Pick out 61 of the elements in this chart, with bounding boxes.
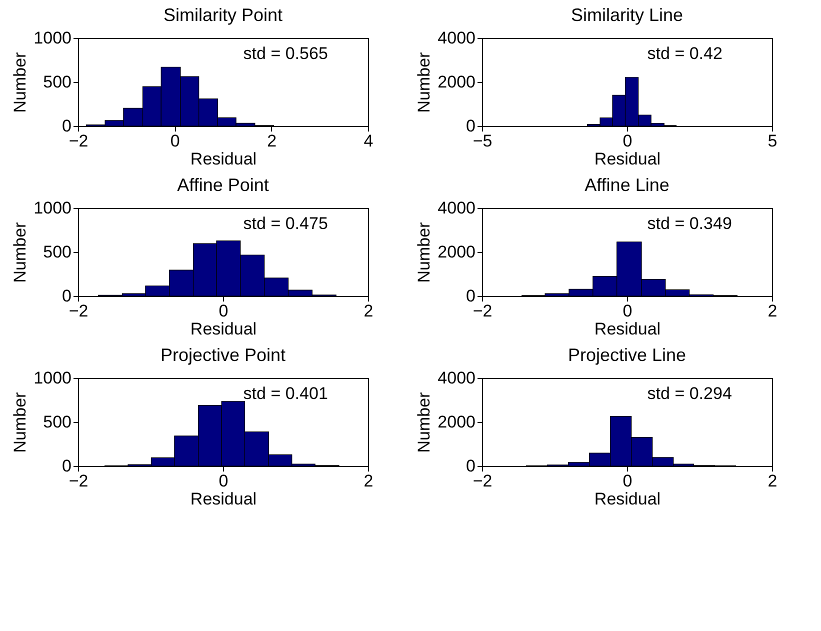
y-tick-label: 0: [62, 286, 72, 306]
x-axis-title: Residual: [594, 150, 661, 168]
x-tick-label: 0: [622, 472, 632, 490]
y-axis-title: Number: [414, 392, 434, 453]
y-axis-title: Number: [414, 52, 434, 113]
y-tick-label: 1000: [34, 198, 72, 218]
x-tick-label: 0: [218, 472, 228, 490]
y-tick-label: 0: [62, 116, 72, 136]
annotation: std = 0.349: [647, 214, 732, 233]
y-tick-label: 0: [466, 286, 476, 306]
y-tick-label: 500: [43, 412, 72, 432]
x-tick-label: 4: [364, 132, 374, 150]
y-tick-label: 500: [43, 72, 72, 92]
y-tick-label: 0: [466, 116, 476, 136]
x-tick-label: 0: [218, 302, 228, 320]
x-tick-label: −2: [68, 472, 88, 490]
y-axis-title: Number: [414, 222, 434, 283]
x-tick-label: 2: [364, 302, 374, 320]
x-axis-title: Residual: [190, 150, 257, 168]
chart-title: Projective Point: [160, 345, 286, 365]
x-axis-title: Residual: [190, 490, 257, 508]
y-tick-label: 2000: [438, 412, 476, 432]
x-tick-label: −5: [472, 132, 492, 150]
x-tick-label: −2: [68, 302, 88, 320]
y-tick-label: 0: [466, 456, 476, 476]
x-axis-title: Residual: [190, 320, 257, 338]
x-tick-label: 2: [364, 472, 374, 490]
x-tick-label: 2: [768, 302, 778, 320]
x-tick-label: −2: [472, 302, 492, 320]
y-tick-label: 2000: [438, 72, 476, 92]
annotation: std = 0.42: [647, 44, 722, 63]
x-axis-title: Residual: [594, 490, 661, 508]
y-tick-label: 0: [62, 456, 72, 476]
annotation: std = 0.401: [243, 384, 328, 403]
chart-title: Projective Line: [568, 345, 686, 365]
annotation: std = 0.475: [243, 214, 328, 233]
y-tick-label: 1000: [34, 368, 72, 388]
y-axis-title: Number: [10, 52, 30, 113]
x-tick-label: 0: [170, 132, 180, 150]
chart-title: Similarity Line: [570, 5, 684, 25]
y-tick-label: 4000: [438, 28, 476, 48]
y-axis-title: Number: [10, 222, 30, 283]
x-tick-label: 2: [267, 132, 277, 150]
y-tick-label: 4000: [438, 368, 476, 388]
chart-title: Similarity Point: [163, 5, 283, 25]
y-axis-title: Number: [10, 392, 30, 453]
y-tick-label: 2000: [438, 242, 476, 262]
x-tick-label: −2: [68, 132, 88, 150]
x-tick-label: 0: [622, 132, 632, 150]
chart-title: Affine Point: [177, 175, 269, 195]
y-tick-label: 4000: [438, 198, 476, 218]
y-tick-label: 500: [43, 242, 72, 262]
x-tick-label: −2: [472, 472, 492, 490]
annotation: std = 0.565: [243, 44, 328, 63]
x-axis-title: Residual: [594, 320, 661, 338]
y-tick-label: 1000: [34, 28, 72, 48]
x-tick-label: 5: [768, 132, 778, 150]
chart-title: Affine Line: [584, 175, 670, 195]
annotation: std = 0.294: [647, 384, 732, 403]
x-tick-label: 0: [622, 302, 632, 320]
x-tick-label: 2: [768, 472, 778, 490]
